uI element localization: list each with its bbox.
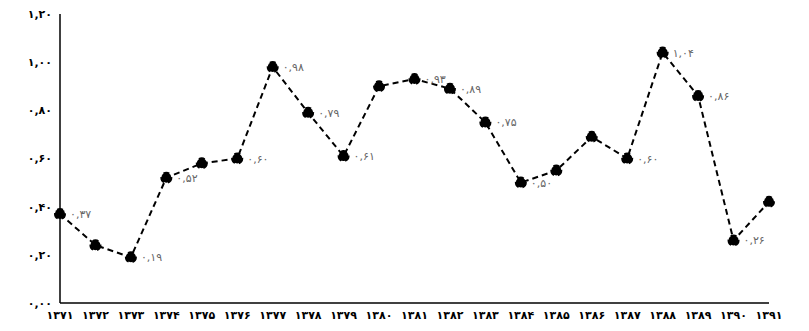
svg-text:۱۳۷۷: ۱۳۷۷: [259, 309, 286, 322]
svg-text:۱۳۸۹: ۱۳۸۹: [685, 309, 712, 322]
svg-text:۰,۶۰: ۰,۶۰: [28, 152, 52, 165]
svg-text:۱۳۸۳: ۱۳۸۳: [472, 309, 499, 322]
svg-text:۱۳۸۸: ۱۳۸۸: [649, 309, 676, 322]
svg-text:۰,۱۹: ۰,۱۹: [141, 251, 162, 264]
svg-text:۰,۵۰: ۰,۵۰: [531, 177, 552, 190]
svg-text:۰,۹۸: ۰,۹۸: [283, 61, 304, 74]
svg-text:۰,۵۲: ۰,۵۲: [176, 172, 197, 185]
svg-text:۱۳۸۵: ۱۳۸۵: [543, 309, 570, 322]
svg-text:۱۳۷۱: ۱۳۷۱: [47, 309, 74, 322]
svg-text:۰,۲۰: ۰,۲۰: [28, 249, 52, 262]
svg-text:۱۳۸۱: ۱۳۸۱: [401, 309, 428, 322]
svg-text:۰,۶۰: ۰,۶۰: [247, 153, 268, 166]
svg-text:۱۳۷۲: ۱۳۷۲: [82, 309, 109, 322]
svg-text:۱۳۷۸: ۱۳۷۸: [295, 309, 322, 322]
svg-text:۰,۷۹: ۰,۷۹: [318, 107, 339, 120]
svg-text:۰,۸۹: ۰,۸۹: [460, 83, 481, 96]
svg-text:۱۳۸۷: ۱۳۸۷: [614, 309, 641, 322]
svg-text:۰,۸۰: ۰,۸۰: [28, 104, 52, 117]
svg-text:۱۳۸۲: ۱۳۸۲: [437, 309, 464, 322]
svg-text:۱۳۹۱: ۱۳۹۱: [756, 309, 783, 322]
svg-text:۱۳۹۰: ۱۳۹۰: [720, 309, 747, 322]
svg-text:۱,۲۰: ۱,۲۰: [28, 8, 52, 21]
svg-text:۰,۴۰: ۰,۴۰: [28, 201, 52, 214]
svg-text:۱۳۸۴: ۱۳۸۴: [507, 309, 534, 322]
svg-text:۰,۳۷: ۰,۳۷: [70, 208, 91, 221]
svg-text:۰,۷۵: ۰,۷۵: [495, 116, 516, 129]
svg-text:۱۳۷۴: ۱۳۷۴: [153, 309, 180, 322]
svg-text:۰,۲۶: ۰,۲۶: [744, 234, 765, 247]
svg-text:۰,۸۶: ۰,۸۶: [708, 90, 729, 103]
svg-text:۰,۶۱: ۰,۶۱: [354, 150, 375, 163]
svg-text:۰,۰۰: ۰,۰۰: [28, 297, 52, 310]
svg-text:۱۳۷۹: ۱۳۷۹: [330, 309, 357, 322]
svg-text:۱۳۷۵: ۱۳۷۵: [188, 309, 215, 322]
svg-text:۱,۰۰: ۱,۰۰: [28, 56, 52, 69]
svg-text:۰,۹۳: ۰,۹۳: [425, 73, 446, 86]
svg-text:۰,۶۰: ۰,۶۰: [637, 153, 658, 166]
svg-text:۱۳۸۰: ۱۳۸۰: [366, 309, 393, 322]
svg-text:۱,۰۴: ۱,۰۴: [673, 47, 694, 60]
svg-text:۱۳۷۳: ۱۳۷۳: [117, 309, 144, 322]
svg-text:۱۳۷۶: ۱۳۷۶: [224, 309, 251, 322]
svg-text:۱۳۸۶: ۱۳۸۶: [578, 309, 605, 322]
